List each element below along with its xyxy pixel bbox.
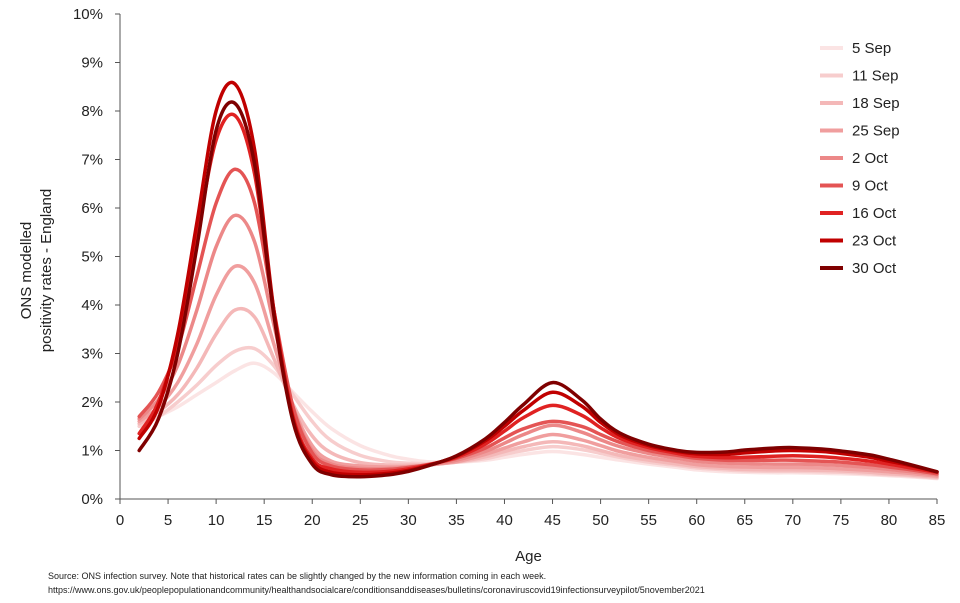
x-tick-label: 25 bbox=[352, 512, 369, 529]
legend-label: 5 Sep bbox=[852, 40, 891, 57]
y-tick-label: 8% bbox=[81, 103, 103, 120]
x-tick-label: 35 bbox=[448, 512, 465, 529]
series-line-2 bbox=[137, 306, 939, 479]
y-tick-label: 5% bbox=[81, 249, 103, 266]
x-tick-label: 5 bbox=[164, 512, 172, 529]
legend-label: 11 Sep bbox=[852, 68, 898, 85]
series-line-5 bbox=[137, 167, 939, 476]
series-line-6 bbox=[137, 112, 939, 475]
x-tick-label: 20 bbox=[304, 512, 321, 529]
series-line-7 bbox=[137, 80, 939, 477]
legend: 5 Sep 11 Sep 18 Sep 25 Sep 2 Oct 9 Oct 16 Oct 2… bbox=[820, 40, 900, 277]
y-tick-label: 10% bbox=[73, 6, 103, 23]
legend-label: 2 Oct bbox=[852, 150, 889, 167]
source-url: https://www.ons.gov.uk/peoplepopulationa… bbox=[48, 585, 705, 595]
x-tick-label: 80 bbox=[881, 512, 898, 529]
source-note: Source: ONS infection survey. Note that … bbox=[48, 571, 547, 581]
x-tick-label: 85 bbox=[929, 512, 946, 529]
x-tick-label: 60 bbox=[688, 512, 705, 529]
y-tick-label: 7% bbox=[81, 152, 103, 169]
y-tick-label: 1% bbox=[81, 443, 103, 460]
y-tick-label: 3% bbox=[81, 346, 103, 363]
x-tick-label: 0 bbox=[116, 512, 124, 529]
y-tick-label: 2% bbox=[81, 394, 103, 411]
x-tick-label: 70 bbox=[784, 512, 801, 529]
y-axis-title: ONS modelled positivity rates - England bbox=[18, 189, 55, 352]
y-axis-title-line: positivity rates - England bbox=[38, 189, 55, 352]
y-tick-label: 4% bbox=[81, 297, 103, 314]
series-layer bbox=[137, 80, 939, 481]
x-tick-label: 10 bbox=[208, 512, 225, 529]
y-tick-label: 0% bbox=[81, 491, 103, 508]
legend-label: 23 Oct bbox=[852, 233, 897, 250]
y-tick-label: 9% bbox=[81, 55, 103, 72]
series-line-3 bbox=[137, 264, 939, 478]
legend-label: 25 Sep bbox=[852, 123, 900, 140]
x-tick-label: 75 bbox=[833, 512, 850, 529]
series-line-1 bbox=[137, 345, 939, 480]
legend-label: 16 Oct bbox=[852, 205, 897, 222]
y-tick-label: 6% bbox=[81, 200, 103, 217]
x-tick-label: 40 bbox=[496, 512, 513, 529]
x-tick-label: 55 bbox=[640, 512, 657, 529]
x-tick-label: 45 bbox=[544, 512, 561, 529]
series-line-8 bbox=[137, 100, 939, 479]
x-tick-label: 15 bbox=[256, 512, 273, 529]
x-axis-title: Age bbox=[515, 548, 542, 565]
x-tick-label: 65 bbox=[736, 512, 753, 529]
y-axis-title-line: ONS modelled bbox=[18, 222, 35, 320]
legend-label: 18 Sep bbox=[852, 95, 900, 112]
legend-label: 30 Oct bbox=[852, 260, 897, 277]
legend-label: 9 Oct bbox=[852, 178, 889, 195]
x-tick-label: 50 bbox=[592, 512, 609, 529]
x-tick-label: 30 bbox=[400, 512, 417, 529]
series-line-4 bbox=[137, 213, 939, 477]
axes: 0% 1% 2% 3% 4% 5% 6% 7% 8% 9% 10% 0 5 10 15 20 25 30 35 40 4… bbox=[73, 6, 945, 529]
